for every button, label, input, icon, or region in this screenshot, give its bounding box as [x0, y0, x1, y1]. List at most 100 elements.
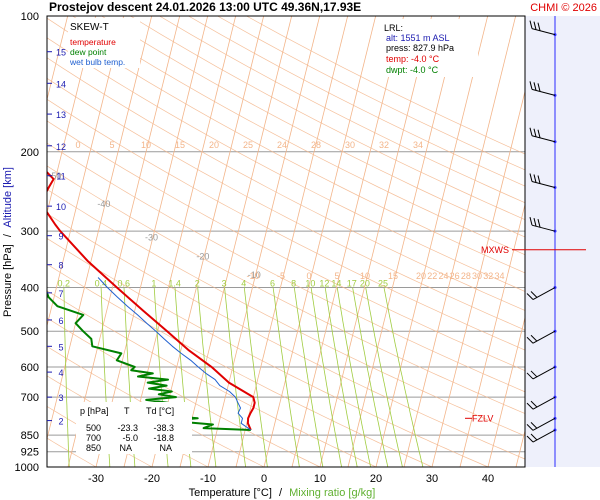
y-tick-label: 850	[21, 430, 39, 442]
y-tick-label: 400	[21, 283, 39, 295]
wind-barb-feather	[537, 22, 541, 31]
altitude-tick-label: 11	[56, 172, 65, 182]
mxws-marker: MXWS	[481, 245, 586, 255]
summary-table: p [hPa] T Td [°C] 500 -23.3 -38.3 700 -5…	[76, 402, 192, 454]
dry-adiabat	[47, 317, 321, 467]
mixing-ratio-label: 20	[360, 279, 370, 289]
altitude-tick-label: 5	[58, 342, 63, 352]
altitude-tick-label: 7	[58, 289, 63, 299]
mixing-ratio-label: 25	[378, 279, 388, 289]
wind-barb-feather	[526, 372, 534, 380]
legend-temperature: temperature	[70, 37, 116, 47]
mixing-ratio-label: 14	[331, 279, 341, 289]
dry-adiabat	[130, 16, 525, 221]
altitude-tick-label: 2	[58, 417, 63, 427]
y-tick-label: 925	[21, 447, 39, 459]
table-cell: -38.3	[153, 423, 174, 433]
wind-barb-feather	[526, 423, 534, 431]
altitude-tick-label: 4	[58, 368, 63, 378]
lrl-bg	[382, 19, 478, 77]
isotherm-line	[67, 16, 181, 467]
mixing-ratio-line	[224, 287, 246, 467]
y-tick-label: 200	[21, 147, 39, 159]
dry-adiabat	[47, 290, 377, 467]
wind-barb-feather	[530, 334, 538, 342]
wind-barb-feather	[529, 20, 533, 29]
wind-barb-feather	[530, 370, 538, 378]
isotherm-label: 32	[379, 140, 389, 150]
mixing-ratio-label: 6	[270, 279, 275, 289]
dry-adiabat	[159, 16, 525, 204]
mxws-label: MXWS	[481, 245, 509, 255]
x-axis-label-mix: Mixing ratio [g/kg]	[289, 487, 375, 499]
legend-bg	[68, 18, 140, 68]
lrl-press: press: 827.9 hPa	[386, 43, 454, 53]
table-cell: -18.8	[153, 433, 174, 443]
table-cell: -23.3	[117, 423, 138, 433]
wind-barb	[526, 428, 557, 443]
y-axis-label: Pressure [hPa] / Altitude [km]	[2, 167, 14, 317]
isotherm-label: 20	[209, 140, 219, 150]
wind-barb	[526, 395, 557, 410]
legend-wet-bulb: wet bulb temp.	[69, 57, 125, 67]
mixing-ratio-label: 12	[319, 279, 329, 289]
table-cell: -5.0	[122, 433, 138, 443]
mixing-ratio-line	[272, 287, 300, 467]
table-header-td: Td [°C]	[146, 406, 174, 416]
wind-barb-feather	[533, 218, 537, 227]
isotherm-label: 28	[311, 140, 321, 150]
isotherm-label: 28	[461, 271, 471, 281]
x-tick-label: -30	[88, 473, 104, 485]
altitude-tick-label: 13	[56, 110, 66, 120]
wind-barbs	[526, 20, 557, 443]
wind-barb-feather	[537, 219, 541, 228]
x-tick-label: 20	[370, 473, 382, 485]
isotherm-line	[95, 16, 209, 467]
wind-barb-feather	[533, 128, 537, 137]
plot-area	[47, 16, 525, 467]
dry-adiabat	[72, 16, 525, 256]
copyright: CHMI © 2026	[530, 2, 597, 14]
grid-labels-layer: 0.20.40.611.423468101214172025-80-70-60-…	[2, 134, 504, 289]
isotherm-line	[123, 16, 237, 467]
y-tick-label: 1000	[15, 462, 39, 474]
mixing-ratio-label: 0.2	[58, 279, 71, 289]
x-tick-label: 30	[426, 473, 438, 485]
isotherm-line	[179, 16, 293, 467]
dry-adiabat	[47, 346, 265, 467]
dry-adiabat	[47, 263, 433, 467]
x-axis-label-sep: /	[279, 487, 283, 499]
table-cell: 500	[86, 423, 101, 433]
wind-barb	[526, 416, 557, 431]
axis-layer: -30 -20 -10 0 10 20 30 401002003004005006007008…	[15, 11, 495, 485]
y-axis-label-sep: /	[2, 233, 14, 237]
series-wet-bulb-temp	[97, 277, 252, 431]
x-tick-label: 0	[261, 473, 267, 485]
isotherm-label: 5	[335, 271, 340, 281]
altitude-tick-label: 8	[58, 261, 63, 271]
plot-frame	[46, 15, 526, 468]
mixing-ratio-line	[324, 287, 358, 467]
mixing-ratio-line	[336, 287, 371, 467]
lrl-dwpt: dwpt: -4.0 °C	[386, 65, 439, 75]
dry-adiabat	[47, 37, 525, 292]
wind-barb	[526, 286, 557, 300]
table-cell: 850	[86, 443, 101, 453]
isotherm-label: 5	[109, 140, 114, 150]
isotherm-label: -60	[2, 134, 15, 144]
x-tick-label: -20	[144, 473, 160, 485]
altitude-tick-label: 12	[56, 142, 66, 152]
mixing-ratio-label: 0.6	[118, 279, 131, 289]
isotherm-label: -50	[48, 171, 61, 181]
mixing-ratio-line	[243, 287, 268, 467]
isotherm-label: -40	[97, 199, 110, 209]
isotherm-label: 15	[388, 271, 398, 281]
legend-dew-point: dew point	[70, 47, 107, 57]
wind-barb-feather	[537, 83, 541, 92]
y-tick-label: 300	[21, 226, 39, 238]
chart-title: Prostejov descent 24.01.2026 13:00 UTC 4…	[49, 0, 361, 14]
altitude-tick-label: 14	[56, 79, 66, 89]
x-tick-label: 40	[482, 473, 494, 485]
wind-barb-feather	[537, 175, 541, 184]
